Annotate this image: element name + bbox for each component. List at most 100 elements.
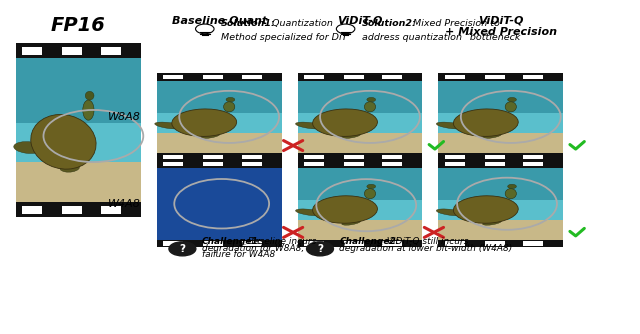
FancyBboxPatch shape: [298, 160, 422, 168]
Ellipse shape: [296, 122, 324, 129]
Text: ViDiT-Q: ViDiT-Q: [337, 15, 383, 25]
FancyBboxPatch shape: [163, 155, 183, 159]
FancyBboxPatch shape: [163, 241, 183, 245]
Ellipse shape: [453, 196, 518, 223]
FancyBboxPatch shape: [16, 58, 141, 202]
FancyBboxPatch shape: [298, 240, 422, 247]
Ellipse shape: [453, 109, 518, 136]
Ellipse shape: [483, 133, 502, 138]
Text: Solution2:: Solution2:: [362, 19, 417, 28]
Circle shape: [169, 242, 196, 256]
Ellipse shape: [201, 133, 220, 138]
Text: ViDiT-Q still incurs: ViDiT-Q still incurs: [384, 237, 468, 246]
FancyBboxPatch shape: [101, 47, 121, 55]
FancyBboxPatch shape: [163, 75, 183, 79]
FancyBboxPatch shape: [22, 47, 42, 55]
FancyBboxPatch shape: [157, 240, 282, 247]
FancyBboxPatch shape: [242, 155, 262, 159]
FancyBboxPatch shape: [16, 202, 141, 217]
Text: ViDiT-Q
+ Mixed Precision: ViDiT-Q + Mixed Precision: [445, 15, 557, 37]
FancyBboxPatch shape: [438, 160, 563, 168]
FancyBboxPatch shape: [157, 81, 282, 153]
FancyBboxPatch shape: [242, 75, 262, 79]
Ellipse shape: [312, 196, 378, 223]
Ellipse shape: [505, 102, 516, 112]
FancyBboxPatch shape: [383, 162, 403, 166]
Text: degradation at lower bit-width (W4A8): degradation at lower bit-width (W4A8): [339, 244, 513, 253]
FancyBboxPatch shape: [203, 162, 223, 166]
FancyBboxPatch shape: [344, 75, 364, 79]
Circle shape: [337, 24, 355, 34]
Text: Challenge2:: Challenge2:: [339, 237, 399, 246]
FancyBboxPatch shape: [484, 75, 504, 79]
Text: address quantization “bottleneck”: address quantization “bottleneck”: [362, 33, 525, 42]
Circle shape: [307, 242, 333, 256]
FancyBboxPatch shape: [22, 206, 42, 214]
FancyBboxPatch shape: [304, 75, 324, 79]
FancyBboxPatch shape: [344, 241, 364, 245]
Text: W4A8: W4A8: [108, 199, 141, 209]
FancyBboxPatch shape: [438, 168, 563, 200]
Ellipse shape: [31, 115, 96, 169]
Text: ?: ?: [317, 244, 323, 254]
FancyBboxPatch shape: [438, 81, 563, 153]
FancyBboxPatch shape: [304, 162, 324, 166]
FancyBboxPatch shape: [16, 162, 141, 202]
FancyBboxPatch shape: [163, 162, 183, 166]
FancyBboxPatch shape: [203, 75, 223, 79]
FancyBboxPatch shape: [157, 153, 282, 160]
FancyBboxPatch shape: [524, 155, 543, 159]
FancyBboxPatch shape: [157, 160, 282, 168]
FancyBboxPatch shape: [298, 168, 422, 240]
FancyBboxPatch shape: [383, 75, 403, 79]
Ellipse shape: [172, 109, 237, 136]
Ellipse shape: [342, 133, 361, 138]
Text: ?: ?: [179, 244, 186, 254]
Ellipse shape: [364, 102, 376, 112]
FancyBboxPatch shape: [524, 162, 543, 166]
FancyBboxPatch shape: [157, 81, 282, 113]
FancyBboxPatch shape: [344, 155, 364, 159]
Ellipse shape: [342, 220, 361, 225]
FancyBboxPatch shape: [62, 206, 82, 214]
Ellipse shape: [226, 98, 235, 102]
FancyBboxPatch shape: [242, 241, 262, 245]
FancyBboxPatch shape: [298, 73, 422, 81]
Ellipse shape: [367, 98, 376, 102]
FancyBboxPatch shape: [445, 75, 465, 79]
FancyBboxPatch shape: [438, 73, 563, 81]
Ellipse shape: [223, 102, 235, 112]
Ellipse shape: [436, 122, 465, 129]
Ellipse shape: [13, 142, 44, 154]
Ellipse shape: [505, 189, 516, 199]
Text: Quantization: Quantization: [269, 19, 333, 28]
Ellipse shape: [155, 122, 184, 129]
FancyBboxPatch shape: [344, 162, 364, 166]
Text: failure for W4A8: failure for W4A8: [202, 250, 275, 259]
FancyBboxPatch shape: [101, 206, 121, 214]
FancyBboxPatch shape: [445, 155, 465, 159]
Text: Mixed Precision to: Mixed Precision to: [410, 19, 500, 28]
Ellipse shape: [83, 100, 94, 120]
Ellipse shape: [364, 189, 376, 199]
FancyBboxPatch shape: [438, 133, 563, 153]
FancyBboxPatch shape: [62, 47, 82, 55]
Ellipse shape: [508, 184, 516, 189]
FancyBboxPatch shape: [438, 81, 563, 113]
Ellipse shape: [60, 163, 79, 172]
FancyBboxPatch shape: [304, 241, 324, 245]
FancyBboxPatch shape: [484, 162, 504, 166]
FancyBboxPatch shape: [157, 168, 282, 240]
FancyBboxPatch shape: [298, 168, 422, 200]
Text: degradation for W8A8,: degradation for W8A8,: [202, 244, 304, 253]
FancyBboxPatch shape: [203, 155, 223, 159]
Ellipse shape: [436, 209, 465, 216]
Text: Method specialized for DiT: Method specialized for DiT: [221, 33, 347, 42]
FancyBboxPatch shape: [524, 241, 543, 245]
FancyBboxPatch shape: [304, 155, 324, 159]
FancyBboxPatch shape: [16, 43, 141, 58]
FancyBboxPatch shape: [383, 241, 403, 245]
FancyBboxPatch shape: [298, 81, 422, 113]
FancyBboxPatch shape: [157, 133, 282, 153]
Ellipse shape: [508, 98, 516, 102]
